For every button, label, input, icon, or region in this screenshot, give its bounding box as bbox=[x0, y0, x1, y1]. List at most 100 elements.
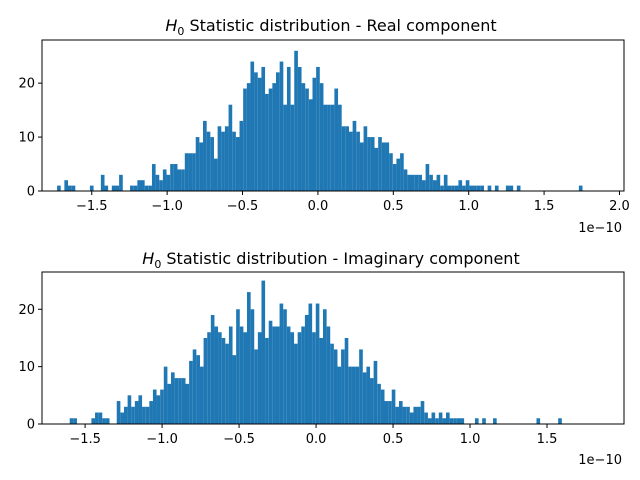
subplot-imaginary-bar bbox=[207, 332, 211, 424]
subplot-imaginary-bar bbox=[196, 355, 200, 424]
subplot-real-bar bbox=[323, 104, 328, 191]
subplot-real-bar bbox=[286, 66, 291, 191]
subplot-imaginary-bar bbox=[210, 315, 215, 424]
subplot-real-bar bbox=[268, 88, 273, 191]
subplot-real-bar bbox=[177, 169, 182, 191]
subplot-imaginary-bar bbox=[192, 349, 197, 424]
subplot-imaginary-bar bbox=[185, 383, 190, 424]
subplot-imaginary-x-tick-label: −0.5 bbox=[223, 432, 255, 447]
subplot-imaginary-bar bbox=[199, 366, 204, 424]
subplot-real-bar bbox=[166, 174, 171, 191]
subplot-real-bar bbox=[290, 104, 295, 191]
subplot-imaginary-bar bbox=[134, 401, 139, 424]
subplot-imaginary-frame bbox=[41, 271, 625, 425]
subplot-real-bar bbox=[294, 50, 298, 191]
subplot-real-bar bbox=[385, 142, 390, 191]
subplot-real-bar bbox=[111, 185, 116, 191]
subplot-imaginary-bar bbox=[435, 418, 439, 424]
subplot-real-bar bbox=[381, 142, 386, 191]
subplot-imaginary-bar bbox=[301, 326, 305, 424]
subplot-real-bar bbox=[181, 169, 185, 191]
subplot-real-bar bbox=[400, 153, 404, 191]
subplot-real-bar bbox=[155, 174, 160, 191]
subplot-real-bar bbox=[192, 153, 196, 191]
subplot-real-bar bbox=[425, 164, 430, 191]
subplot-real-bar bbox=[170, 164, 174, 191]
subplot-imaginary-y-tick-label: 20 bbox=[18, 303, 35, 318]
subplot-real-bar bbox=[272, 83, 277, 191]
subplot-imaginary-bar bbox=[181, 378, 186, 424]
subplot-imaginary-bar bbox=[218, 332, 222, 424]
subplot-imaginary-bar bbox=[388, 401, 392, 424]
subplot-real-bar bbox=[487, 185, 492, 191]
subplot-real-bar bbox=[374, 147, 379, 191]
subplot-real-bar bbox=[213, 158, 218, 191]
subplot-imaginary-bar bbox=[409, 412, 414, 424]
subplot-real-bar bbox=[221, 131, 225, 191]
subplot-imaginary-bar bbox=[167, 383, 172, 424]
subplot-imaginary-bar bbox=[116, 401, 121, 424]
subplot-real-bar bbox=[279, 61, 284, 191]
subplot-real-bar bbox=[367, 137, 371, 191]
subplot-imaginary-y-tick-label: 10 bbox=[18, 360, 35, 375]
subplot-real-bar bbox=[443, 174, 448, 191]
subplot-real-bar bbox=[396, 158, 401, 191]
subplot-imaginary-bar bbox=[297, 332, 302, 424]
subplot-imaginary-bar bbox=[160, 389, 164, 424]
subplot-real-bar bbox=[440, 185, 444, 191]
subplot-real-bar bbox=[250, 61, 255, 191]
subplot-imaginary-bar bbox=[279, 303, 284, 424]
subplot-real-x-ticks: −1.5 −1.0 −0.5 0.0 0.5 1.0 1.5 2.0 bbox=[76, 191, 630, 214]
subplot-real-bar bbox=[436, 174, 441, 191]
subplot-real-bar bbox=[378, 137, 382, 191]
subplot-real-bar bbox=[418, 174, 422, 191]
subplot-imaginary-bar bbox=[98, 412, 103, 424]
subplot-imaginary-bar bbox=[294, 343, 298, 424]
subplot-imaginary-bar bbox=[319, 337, 323, 424]
subplot-real-bar bbox=[137, 180, 141, 191]
subplot-real-bar bbox=[359, 142, 364, 191]
subplot-imaginary-bar bbox=[243, 332, 248, 424]
subplot-imaginary-bar bbox=[142, 406, 146, 424]
subplot-real-bar bbox=[345, 126, 349, 191]
subplot-imaginary-bar bbox=[395, 406, 399, 424]
subplot-real-bar bbox=[578, 185, 583, 191]
subplot-real-bar bbox=[516, 185, 521, 191]
subplot-imaginary-x-tick-label: 0.0 bbox=[306, 432, 327, 447]
subplot-real-bar bbox=[184, 153, 189, 191]
subplot-real-bar bbox=[195, 137, 200, 191]
subplot-real-y-tick-label: 0 bbox=[27, 185, 35, 200]
subplot-imaginary-x-tick-label: 1.5 bbox=[537, 432, 558, 447]
subplot-real-y-ticks: 0 10 20 bbox=[18, 77, 42, 200]
subplot-real-y-tick-label: 20 bbox=[18, 77, 35, 92]
subplot-imaginary-bar bbox=[442, 418, 447, 424]
subplot-real-bar bbox=[338, 104, 342, 191]
subplot-imaginary-bar bbox=[247, 292, 251, 424]
subplot-imaginary-bar bbox=[322, 309, 327, 424]
subplot-real-bar bbox=[308, 99, 313, 191]
subplot-real-bar bbox=[480, 185, 484, 191]
subplot-imaginary-bar bbox=[91, 418, 96, 424]
subplot-imaginary-bar bbox=[105, 418, 110, 424]
subplot-imaginary-bar bbox=[424, 412, 428, 424]
subplot-imaginary-y-tick-label: 0 bbox=[27, 418, 35, 433]
subplot-real-bar bbox=[334, 88, 339, 191]
subplot-real-bar bbox=[173, 164, 178, 191]
subplot-real-bar bbox=[327, 104, 331, 191]
subplot-real-bar bbox=[301, 83, 306, 191]
subplot-real-bar bbox=[414, 174, 419, 191]
subplot-imaginary-bar bbox=[482, 418, 486, 424]
subplot-imaginary-bar bbox=[558, 418, 562, 424]
subplot-real-x-tick-label: −0.5 bbox=[227, 199, 259, 214]
subplot-real-bar bbox=[246, 83, 251, 191]
subplot-real-x-offset: 1e−10 bbox=[578, 221, 622, 236]
subplot-real-bar bbox=[473, 185, 477, 191]
subplot-real-x-tick-label: 0.0 bbox=[308, 199, 329, 214]
subplot-real-bar bbox=[403, 169, 408, 191]
subplot-imaginary-bar bbox=[377, 383, 381, 424]
subplot-real-bar bbox=[89, 185, 94, 191]
subplot-imaginary-bar bbox=[272, 326, 276, 424]
subplot-real-bar bbox=[505, 185, 510, 191]
subplot-real-bar bbox=[265, 93, 269, 191]
subplot-real-bar bbox=[71, 185, 76, 191]
